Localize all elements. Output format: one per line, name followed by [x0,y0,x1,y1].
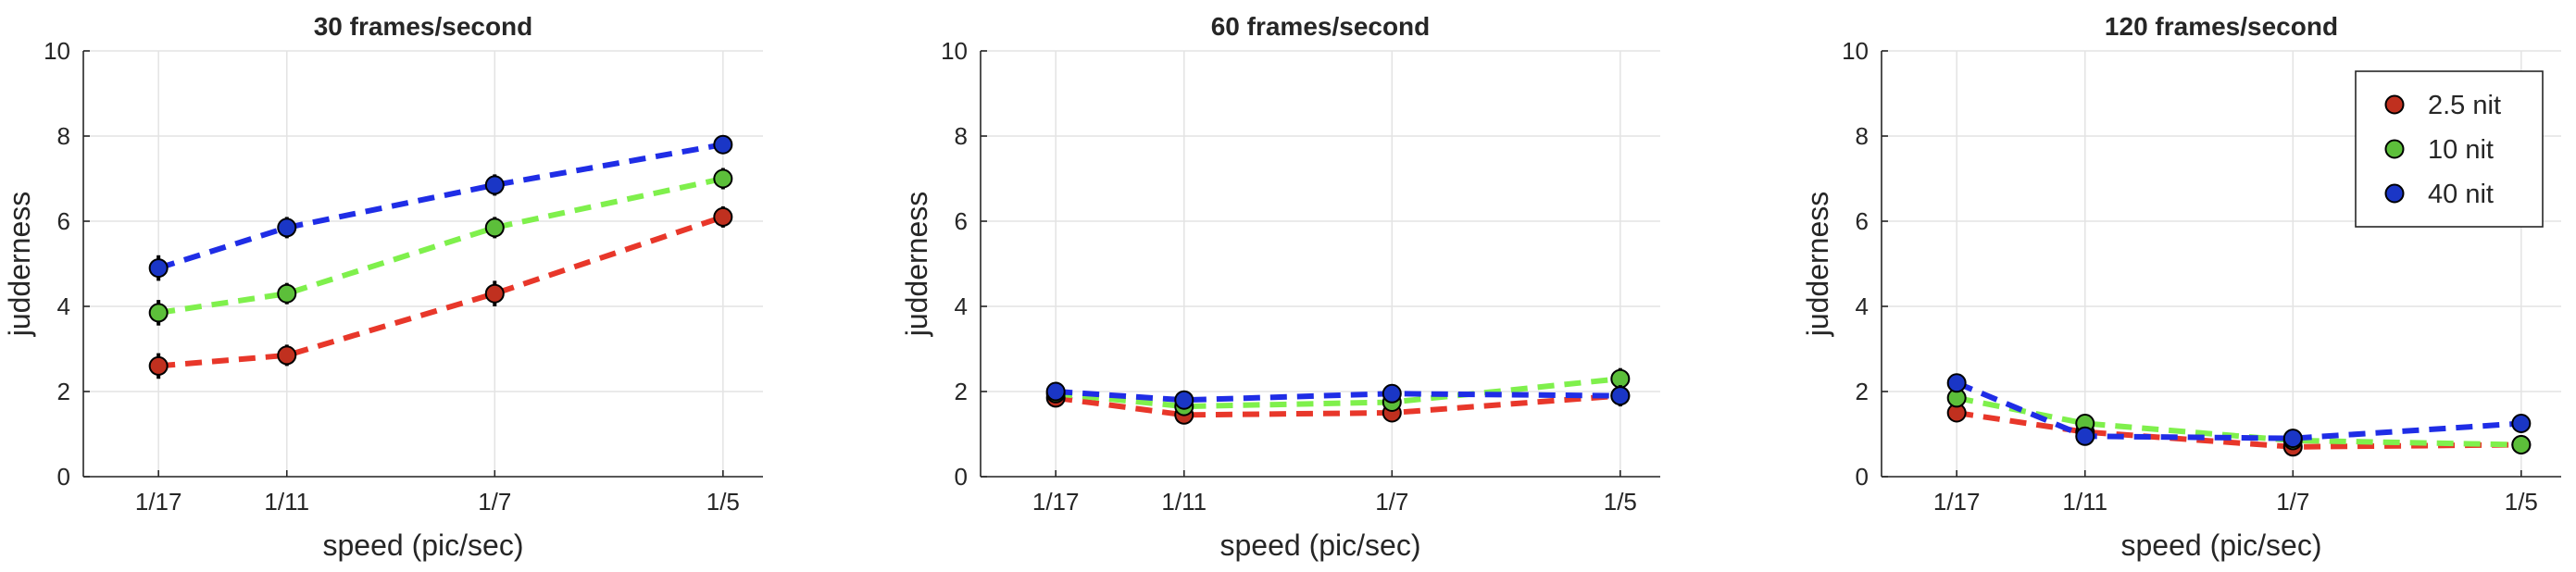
x-tick-label: 1/11 [2062,488,2107,516]
x-tick-label: 1/7 [1375,488,1408,516]
y-tick-label: 4 [1856,292,1869,320]
data-point [484,283,505,304]
data-point [713,168,733,189]
data-point [713,134,733,155]
series-line-3 [157,142,724,271]
y-tick-label: 6 [955,207,968,235]
chart-title: 60 frames/second [1211,12,1431,41]
x-tick-label: 1/7 [478,488,511,516]
series-line-3 [1055,389,1620,404]
data-point [148,303,169,323]
y-tick-label: 6 [1856,207,1869,235]
y-axis-label: judderness [3,192,36,338]
data-point [148,258,169,279]
x-tick-label: 1/5 [707,488,740,516]
y-tick-label: 0 [1856,463,1869,491]
y-tick-label: 2 [1856,378,1869,405]
legend-marker [2384,139,2405,159]
chart-panel-2: 0 2 4 6 8 10 1/17 1/11 1/7 1/5 60 frames/second spe… [900,12,1660,562]
data-point [2075,426,2095,446]
x-tick-label: 1/17 [1032,488,1080,516]
data-point [2511,414,2532,433]
series-line-3 [1956,380,2522,441]
y-tick-label: 8 [955,122,968,150]
x-tick-label: 1/7 [2276,488,2309,516]
y-tick-label: 10 [1842,37,1869,65]
chart-panel-1: 0 2 4 6 8 10 1/17 1/11 1/7 1/5 30 frames/second spe… [3,12,763,562]
chart-title: 120 frames/second [2105,12,2338,41]
legend-marker [2384,183,2405,204]
legend-label: 40 nit [2428,180,2494,209]
legend: 2.5 nit 10 nit 40 nit [2355,70,2544,228]
x-tick-label: 1/17 [135,488,182,516]
grid [981,50,1660,478]
data-point [1045,381,1066,402]
data-point [1610,368,1631,389]
data-point [148,355,169,376]
data-point [277,345,297,366]
series-line-2 [1956,394,2521,448]
data-point [2282,429,2303,449]
data-point [484,175,505,195]
y-tick-label: 2 [57,378,70,405]
grid [83,50,763,478]
data-point [1382,383,1402,404]
legend-label: 2.5 nit [2428,91,2501,120]
data-point [484,218,505,238]
chart-panel-3: 0 2 4 6 8 10 1/17 1/11 1/7 1/5 120 frames/second sp… [1801,12,2561,562]
chart-title: 30 frames/second [314,12,533,41]
data-point [1174,390,1194,410]
y-axis-label: judderness [900,192,933,338]
y-tick-label: 0 [955,463,968,491]
x-tick-label: 1/11 [264,488,309,516]
y-tick-label: 4 [57,292,70,320]
x-tick-label: 1/11 [1161,488,1207,516]
legend-label: 10 nit [2428,135,2494,165]
x-axis-label: speed (pic/sec) [1220,528,1421,562]
y-tick-label: 8 [57,122,70,150]
y-tick-label: 2 [955,378,968,405]
series-line-1 [157,214,724,369]
x-tick-label: 1/17 [1933,488,1981,516]
data-point [277,283,297,304]
x-tick-label: 1/5 [1604,488,1637,516]
data-point [713,206,733,227]
x-axis-label: speed (pic/sec) [2121,528,2322,562]
x-tick-label: 1/5 [2505,488,2538,516]
y-tick-label: 6 [57,207,70,235]
data-point [1946,373,1967,393]
y-tick-label: 4 [955,292,968,320]
x-axis-label: speed (pic/sec) [323,528,524,562]
series-line-2 [1055,376,1621,410]
data-point [277,218,297,238]
y-axis-label: judderness [1801,192,1834,338]
legend-marker [2384,94,2405,115]
y-tick-label: 8 [1856,122,1869,150]
series-line-1 [1055,392,1621,418]
series-line-2 [157,176,724,316]
data-point [2511,435,2532,454]
series-line-1 [1956,410,2521,450]
y-tick-label: 10 [941,37,968,65]
y-tick-label: 0 [57,463,70,491]
y-tick-label: 10 [44,37,70,65]
data-point [1610,386,1631,406]
